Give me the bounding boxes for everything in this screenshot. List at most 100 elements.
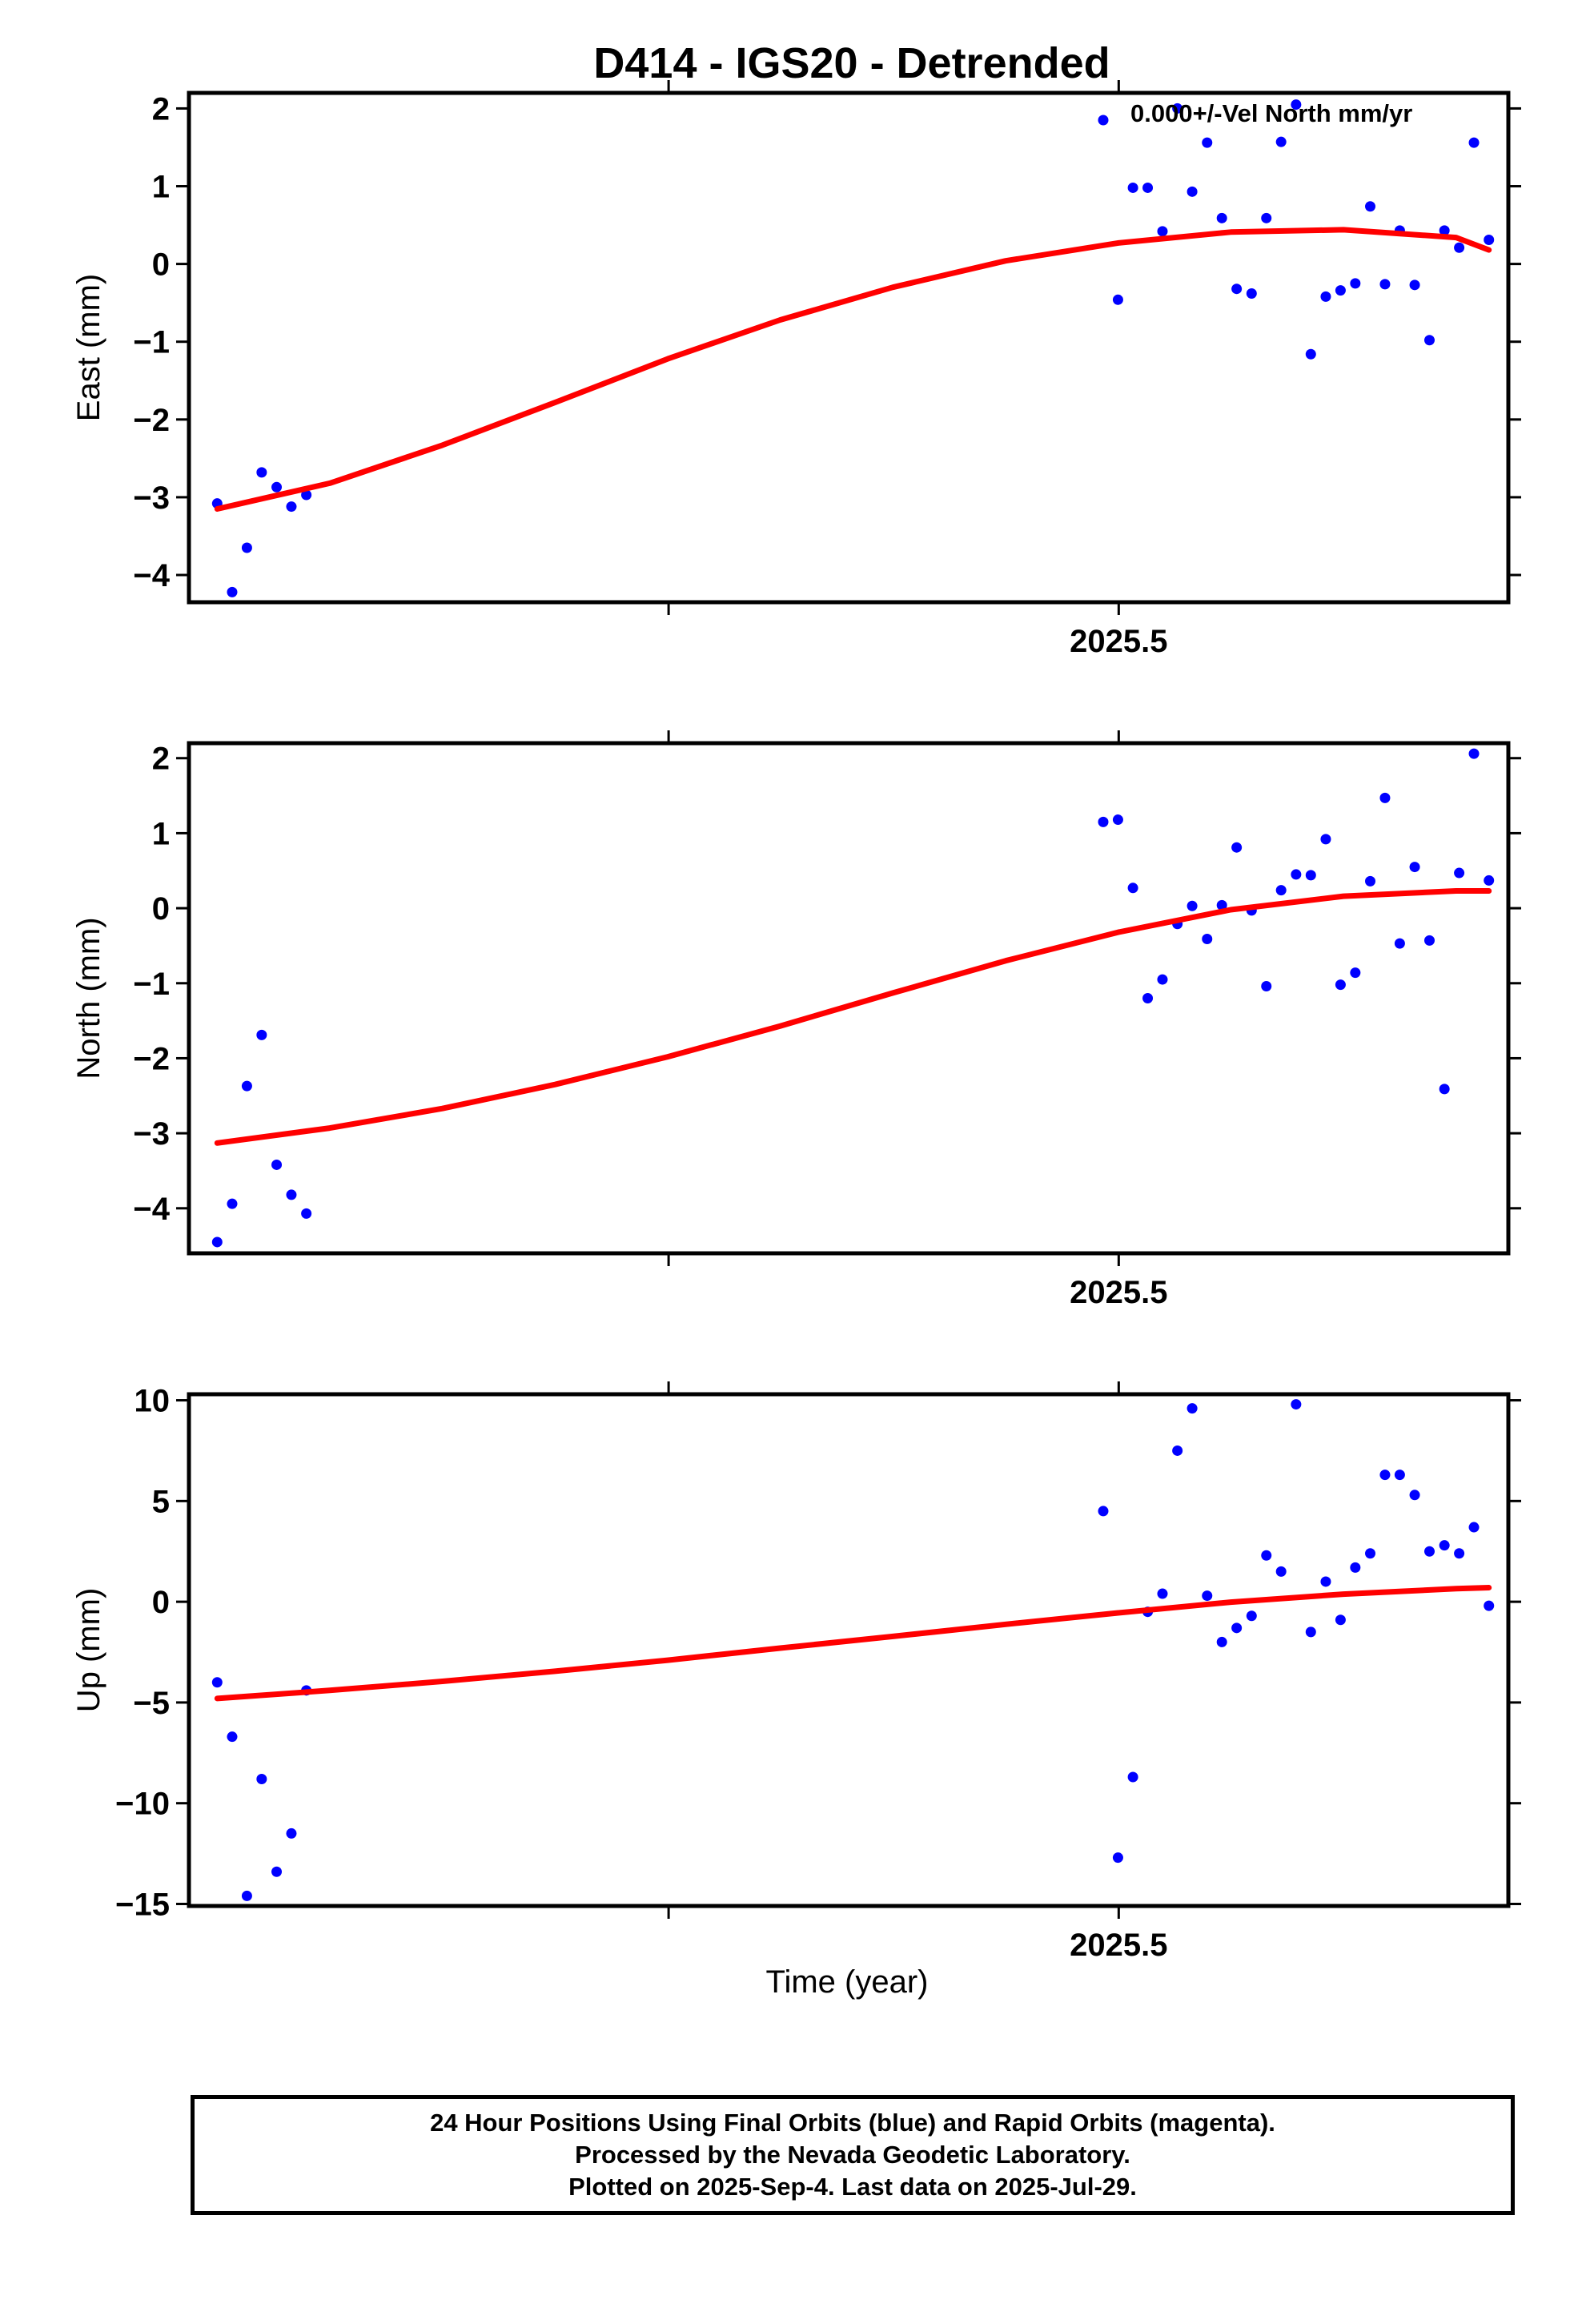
velocity-annotation: 0.000+/-Vel North mm/yr [1130, 99, 1412, 127]
north-data-point [1098, 816, 1109, 827]
east-data-point [271, 481, 283, 493]
north-ytick-label: −4 [133, 1192, 170, 1227]
up-data-point [1261, 1550, 1272, 1561]
east-data-point [1142, 182, 1154, 193]
east-data-point [1127, 182, 1138, 193]
up-data-point [1350, 1562, 1361, 1573]
east-data-point [1157, 226, 1168, 237]
up-data-point [1409, 1490, 1420, 1501]
east-ytick-label: 1 [152, 170, 170, 205]
north-fit-curve [214, 888, 1492, 1146]
north-ytick-label: 1 [152, 816, 170, 851]
up-data-point [1246, 1610, 1257, 1622]
east-data-point [1261, 212, 1272, 223]
north-data-point [286, 1189, 297, 1200]
chart-title: D414 - IGS20 - Detrended [593, 39, 1110, 87]
east-data-point [1365, 201, 1376, 212]
north-data-point [1365, 875, 1376, 887]
up-data-point [1365, 1548, 1376, 1559]
east-data-point [1439, 225, 1450, 236]
up-data-point [1439, 1540, 1450, 1551]
up-data-point [1186, 1403, 1198, 1414]
north-data-point [1127, 883, 1138, 894]
east-data-point [1379, 279, 1391, 290]
east-data-point [1423, 335, 1435, 346]
east-data-point [1320, 291, 1331, 302]
up-data-point [1172, 1445, 1183, 1456]
north-ytick-label: −2 [133, 1041, 170, 1076]
up-data-point [1484, 1600, 1495, 1611]
up-ytick-label: 10 [135, 1384, 171, 1419]
north-data-point [227, 1198, 238, 1209]
east-ytick-label: 0 [152, 247, 170, 283]
footer-line-plotted: Plotted on 2025-Sep-4. Last data on 2025… [568, 2173, 1137, 2201]
up-data-point [211, 1677, 223, 1688]
north-data-point [1305, 870, 1316, 881]
east-data-point [1350, 278, 1361, 289]
north-data-point [1112, 814, 1123, 826]
up-data-point [241, 1890, 252, 1901]
east-data-point [1468, 137, 1480, 148]
east-ytick-label: 2 [152, 91, 170, 127]
up-data-point [286, 1827, 297, 1839]
up-data-point [227, 1731, 238, 1743]
east-data-point [286, 501, 297, 513]
up-fit-curve [214, 1585, 1492, 1702]
east-data-point [1335, 285, 1346, 296]
up-data-point [1394, 1470, 1405, 1481]
north-data-point [211, 1236, 223, 1248]
north-data-point [1142, 993, 1154, 1003]
north-data-point [1335, 979, 1346, 991]
north-data-point [1468, 748, 1480, 759]
north-data-point [1275, 885, 1287, 896]
north-data-point [1231, 842, 1243, 853]
north-data-point [1350, 967, 1361, 979]
up-data-point [1127, 1771, 1138, 1783]
north-data-point [1186, 900, 1198, 911]
up-ytick-label: −5 [133, 1686, 170, 1721]
north-data-point [1379, 792, 1391, 803]
east-data-point [1246, 288, 1257, 300]
east-data-point [1202, 137, 1213, 148]
north-data-point [256, 1029, 267, 1040]
north-ytick-label: −1 [133, 967, 170, 1002]
up-data-point [1335, 1614, 1346, 1626]
up-data-point [1202, 1590, 1213, 1602]
footer-caption-box: 24 Hour Positions Using Final Orbits (bl… [191, 2095, 1515, 2215]
up-data-point [1157, 1588, 1168, 1599]
east-data-point [227, 586, 238, 597]
north-panel: 2 1 0 −1 −2 −3 −4 2025.5 North (mm) [71, 730, 1521, 1310]
up-data-point [256, 1774, 267, 1785]
east-data-point [1484, 235, 1495, 246]
east-data-point [1454, 242, 1465, 253]
north-ytick-label: 0 [152, 891, 170, 927]
north-data-point [1394, 938, 1405, 949]
up-data-point [1320, 1576, 1331, 1587]
up-ytick-label: 0 [152, 1585, 170, 1620]
up-plot-frame [187, 1392, 1511, 1908]
x-axis-label: Time (year) [766, 1964, 929, 2000]
up-data-point [1305, 1626, 1316, 1638]
north-data-point [1484, 875, 1495, 886]
up-ytick-label: 5 [152, 1484, 170, 1519]
north-data-point [1291, 869, 1302, 880]
east-data-point [1275, 136, 1287, 147]
north-data-point [1454, 867, 1465, 879]
north-data-point [1409, 862, 1420, 873]
north-ytick-label: −3 [133, 1116, 170, 1152]
east-data-point [241, 542, 252, 553]
east-xtick-label: 2025.5 [1070, 624, 1167, 659]
east-panel: 2 1 0 −1 −2 −3 −4 2025.5 East (mm) [71, 80, 1521, 659]
east-data-point [1216, 212, 1227, 223]
footer-line-orbits: 24 Hour Positions Using Final Orbits (bl… [430, 2109, 1275, 2137]
up-ytick-label: −15 [115, 1887, 170, 1922]
east-data-point [1231, 283, 1243, 295]
up-y-axis-label: Up (mm) [71, 1588, 106, 1713]
east-data-point [1112, 294, 1123, 305]
north-y-axis-label: North (mm) [71, 917, 106, 1079]
north-xtick-label: 2025.5 [1070, 1275, 1167, 1310]
up-data-point [271, 1866, 283, 1877]
east-plot-frame [187, 90, 1511, 605]
east-data-point [1409, 279, 1420, 291]
north-plot-frame [187, 741, 1511, 1256]
